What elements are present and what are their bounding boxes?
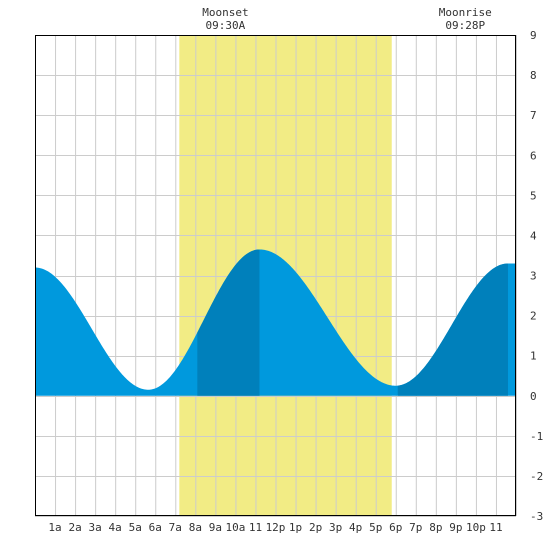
y-tick-label: -1 [530, 430, 543, 443]
y-tick-label: 2 [530, 310, 537, 323]
y-tick-label: 5 [530, 189, 537, 202]
x-tick-label: 1p [289, 521, 302, 534]
tide-area [35, 249, 516, 396]
x-tick-label: 5a [129, 521, 142, 534]
x-tick-label: 4a [109, 521, 122, 534]
x-tick-label: 6a [149, 521, 162, 534]
tide-area-layer [35, 249, 516, 396]
plot-border [35, 35, 516, 516]
x-tick-label: 2a [68, 521, 81, 534]
y-tick-labels: -3 -2 -1 0 1 2 3 4 5 6 7 8 9 [530, 29, 543, 523]
y-tick-label: 6 [530, 149, 537, 162]
x-tick-label: 6p [389, 521, 402, 534]
moon-event-time: 09:30A [206, 19, 246, 32]
x-tick-label: 4p [349, 521, 362, 534]
y-tick-label: -3 [530, 510, 543, 523]
y-tick-label: 3 [530, 270, 537, 283]
moon-event-time: 09:28P [445, 19, 485, 32]
x-tick-label: 8a [189, 521, 202, 534]
x-tick-label: 1a [48, 521, 61, 534]
moon-event-label: Moonrise [439, 6, 492, 19]
x-tick-label: 3a [89, 521, 102, 534]
x-tick-label: 11 [489, 521, 502, 534]
y-tick-label: 0 [530, 390, 537, 403]
x-tick-label: 3p [329, 521, 342, 534]
x-tick-label: 8p [429, 521, 442, 534]
y-tick-label: 9 [530, 29, 537, 42]
x-tick-label: 12p [266, 521, 286, 534]
moon-event-label: Moonset [202, 6, 248, 19]
y-tick-label: 7 [530, 109, 537, 122]
y-tick-label: -2 [530, 470, 543, 483]
x-tick-label: 5p [369, 521, 382, 534]
y-tick-label: 4 [530, 229, 537, 242]
x-tick-label: 11 [249, 521, 262, 534]
y-tick-label: 8 [530, 69, 537, 82]
x-tick-labels: 1a 2a 3a 4a 5a 6a 7a 8a 9a 10a 11 12p 1p 2p 3p 4p 5p 6p 7p… [48, 521, 502, 534]
x-tick-label: 9p [449, 521, 462, 534]
x-tick-label: 10p [466, 521, 486, 534]
x-tick-label: 9a [209, 521, 222, 534]
x-tick-label: 2p [309, 521, 322, 534]
x-tick-label: 7a [169, 521, 182, 534]
tide-area-shaded [197, 249, 260, 396]
y-tick-label: 1 [530, 350, 537, 363]
tide-area-shaded [397, 263, 508, 396]
x-tick-label: 10a [225, 521, 245, 534]
x-tick-label: 7p [409, 521, 422, 534]
plot-frame [35, 35, 516, 516]
